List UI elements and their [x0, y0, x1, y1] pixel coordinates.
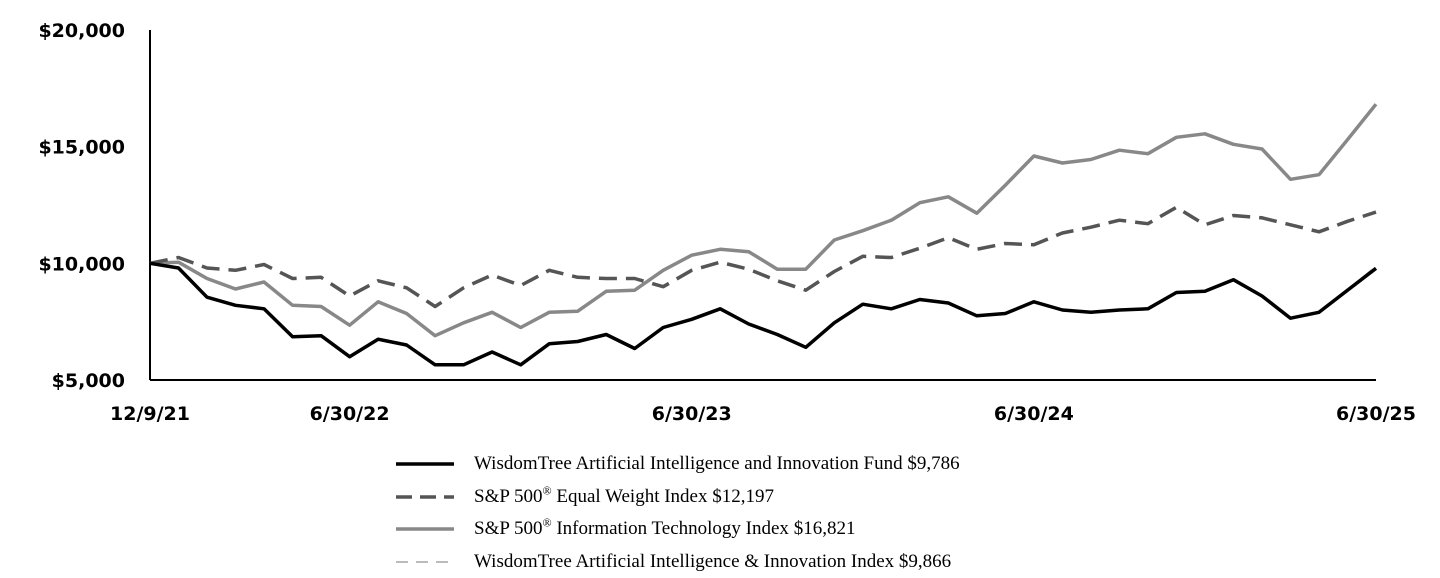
legend-swatch: [394, 557, 456, 567]
legend-item: S&P 500® Equal Weight Index $12,197: [394, 481, 960, 514]
y-tick-label: $20,000: [38, 20, 125, 42]
x-tick-label: 6/30/23: [652, 403, 732, 425]
legend-label: S&P 500® Information Technology Index $1…: [474, 518, 855, 540]
legend-swatch: [394, 459, 456, 469]
x-tick-label: 6/30/25: [1336, 403, 1416, 425]
x-tick-label: 6/30/24: [994, 403, 1074, 425]
legend: WisdomTree Artificial Intelligence and I…: [394, 448, 960, 578]
legend-label: S&P 500® Equal Weight Index $12,197: [474, 486, 774, 508]
legend-item: WisdomTree Artificial Intelligence & Inn…: [394, 546, 960, 578]
x-axis: 12/9/21 6/30/22 6/30/23 6/30/24 6/30/25: [110, 380, 1416, 425]
legend-item: WisdomTree Artificial Intelligence and I…: [394, 448, 960, 481]
legend-item: S&P 500® Information Technology Index $1…: [394, 513, 960, 546]
x-tick-label: 12/9/21: [110, 403, 190, 425]
y-tick-label: $10,000: [38, 253, 125, 275]
y-axis: $5,000 $10,000 $15,000 $20,000: [38, 20, 150, 392]
series-line: [150, 104, 1376, 336]
line-chart: $5,000 $10,000 $15,000 $20,000 12/9/21 6/30/…: [0, 0, 1440, 450]
legend-swatch: [394, 524, 456, 534]
x-tick-label: 6/30/22: [310, 403, 390, 425]
y-tick-label: $15,000: [38, 137, 125, 159]
series-lines: [150, 104, 1376, 365]
legend-label: WisdomTree Artificial Intelligence and I…: [474, 453, 960, 475]
legend-swatch: [394, 492, 456, 502]
legend-label: WisdomTree Artificial Intelligence & Inn…: [474, 551, 951, 573]
y-tick-label: $5,000: [52, 370, 125, 392]
